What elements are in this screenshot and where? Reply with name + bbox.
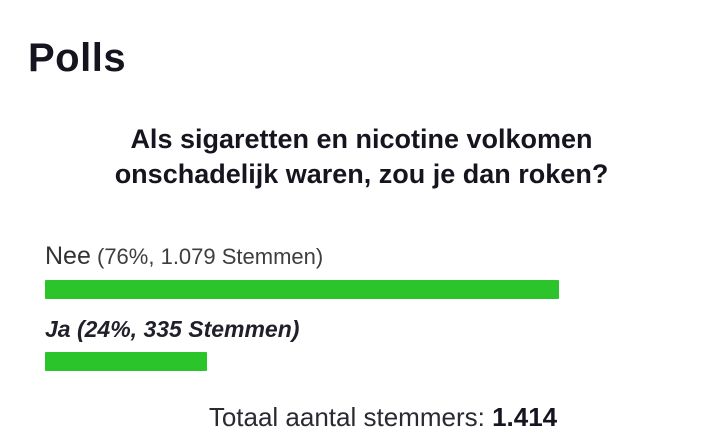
poll-question: Als sigaretten en nicotine volkomen onsc…: [114, 124, 609, 189]
result-bar-ja: [45, 352, 208, 371]
poll-option-row-ja: Ja (24%, 335 Stemmen): [45, 315, 721, 371]
poll-total-label: Totaal aantal stemmers:: [208, 402, 485, 432]
poll-option-detail: (76%, 1.079 Stemmen): [97, 244, 324, 269]
poll-total: Totaal aantal stemmers: 1.414: [45, 401, 721, 433]
poll-option-row-nee: Nee (76%, 1.079 Stemmen): [45, 242, 721, 299]
poll-option-label: Nee (76%, 1.079 Stemmen): [45, 242, 721, 271]
poll-results: Nee (76%, 1.079 Stemmen) Ja (24%, 335 St…: [45, 242, 721, 433]
page-title: Polls: [28, 36, 127, 80]
result-bar-track: [45, 352, 721, 371]
poll-option-name: Nee: [45, 242, 91, 270]
poll-total-value: 1.414: [492, 402, 558, 432]
result-bar-nee: [45, 280, 559, 299]
poll-option-detail: (24%, 335 Stemmen): [76, 316, 300, 342]
result-bar-track: [45, 280, 721, 299]
poll-option-name: Ja: [45, 316, 71, 342]
poll-option-label: Ja (24%, 335 Stemmen): [45, 315, 721, 343]
